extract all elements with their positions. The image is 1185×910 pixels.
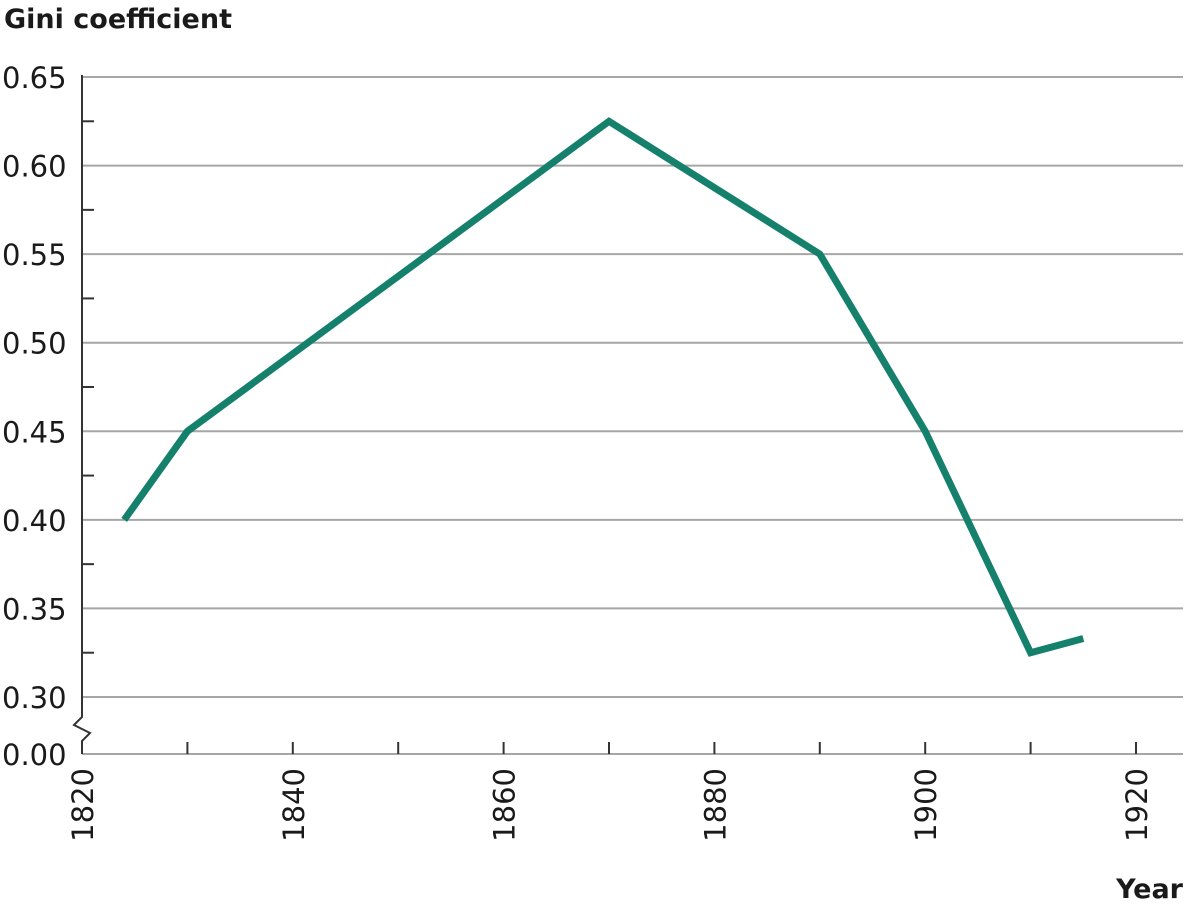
series-line-0 bbox=[121, 117, 1085, 657]
axes bbox=[72, 75, 1137, 754]
x-tick-label: 1880 bbox=[698, 768, 732, 842]
x-tick-labels: 1820 1840 1860 1880 1900 1920 bbox=[66, 768, 1154, 842]
y-tick-labels: 0.65 0.60 0.55 0.50 0.45 0.40 0.35 0.30 0.00 bbox=[2, 61, 67, 772]
y-tick-label: 0.30 bbox=[2, 681, 67, 715]
x-tick-label: 1860 bbox=[488, 768, 522, 842]
x-axis-label: Year bbox=[1115, 874, 1184, 905]
x-tick-label: 1820 bbox=[66, 768, 100, 842]
x-tick-label: 1920 bbox=[1120, 768, 1154, 842]
series bbox=[121, 117, 1085, 657]
y-tick-label: 0.55 bbox=[2, 238, 67, 272]
y-tick-label: 0.40 bbox=[2, 504, 67, 538]
x-tick-label: 1900 bbox=[909, 768, 943, 842]
y-axis-label: Gini coefficient bbox=[4, 4, 232, 35]
y-tick-label: 0.45 bbox=[2, 415, 67, 449]
y-tick-label: 0.00 bbox=[2, 738, 67, 772]
y-tick-label: 0.60 bbox=[2, 150, 67, 184]
gridlines bbox=[82, 76, 1183, 755]
y-tick-label: 0.65 bbox=[2, 61, 67, 95]
y-tick-label: 0.35 bbox=[2, 592, 67, 626]
y-tick-label: 0.50 bbox=[2, 327, 67, 361]
x-tick-label: 1840 bbox=[277, 768, 311, 842]
